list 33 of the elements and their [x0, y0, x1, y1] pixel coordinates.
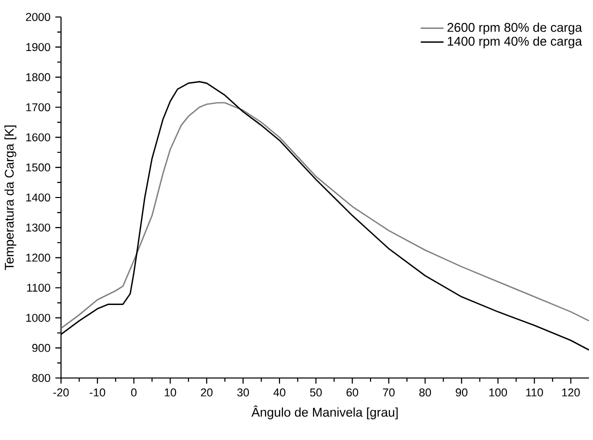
- y-tick-label: 1300: [26, 224, 50, 232]
- y-tick-label: 1000: [26, 314, 50, 322]
- y-tick-label: 1200: [26, 254, 50, 262]
- x-tick-label: 10: [164, 388, 176, 396]
- x-tick-label: 120: [562, 388, 580, 396]
- y-tick-label: 1700: [26, 103, 50, 112]
- x-tick-label: -10: [90, 388, 106, 396]
- y-tick-label: 1900: [26, 43, 50, 52]
- y-tick-label: 900: [32, 344, 50, 352]
- x-tick-label: 80: [419, 388, 431, 396]
- x-tick-label: 70: [383, 388, 395, 396]
- x-axis-title: Ângulo de Manivela [grau]: [251, 406, 398, 420]
- x-tick-label: 50: [310, 388, 322, 396]
- y-tick-label: 1500: [26, 163, 50, 172]
- y-tick-label: 1600: [26, 133, 50, 142]
- y-tick-label: 1100: [27, 284, 50, 292]
- x-tick-label: 30: [237, 388, 249, 396]
- y-axis-title: Temperatura da Carga [K]: [4, 126, 16, 270]
- x-tick-label: -20: [53, 388, 69, 396]
- line-series: [61, 102, 590, 330]
- legend-label: 2600 rpm 80% de carga: [448, 22, 582, 34]
- y-tick-label: 2000: [26, 12, 50, 22]
- x-tick-label: 90: [456, 388, 468, 396]
- x-tick-label: 60: [346, 388, 358, 396]
- x-tick-label: 40: [273, 388, 286, 396]
- y-tick-label: 1800: [26, 73, 50, 82]
- x-tick-label: 20: [200, 388, 213, 396]
- x-tick-label: 0: [131, 388, 137, 396]
- y-tick-label: 800: [32, 374, 50, 382]
- x-tick-label: 100: [489, 388, 507, 396]
- y-tick-label: 1400: [26, 193, 50, 202]
- x-tick-label: 110: [526, 388, 543, 396]
- legend-label: 1400 rpm 40% de carga: [448, 36, 582, 48]
